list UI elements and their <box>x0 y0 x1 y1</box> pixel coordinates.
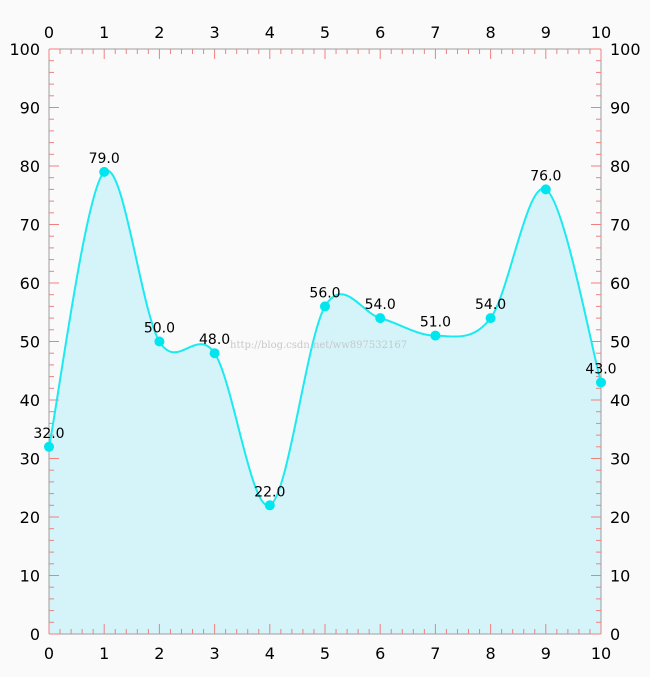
y-tick-label-left: 50 <box>20 333 40 352</box>
y-tick-label-right: 0 <box>610 625 620 644</box>
y-tick-label-right: 10 <box>610 567 630 586</box>
data-marks: 32.0 79.0 50.0 48.0 22.0 56.0 54.0 51.0 54.0 76.0… <box>33 151 617 511</box>
y-tick-label-left: 40 <box>20 391 40 410</box>
y-tick-label-right: 90 <box>610 99 630 118</box>
area-fill <box>49 170 601 635</box>
y-tick-label-left: 10 <box>20 567 40 586</box>
watermark-text: http://blog.csdn.net/ww897532167 <box>230 340 407 351</box>
y-tick-label-left: 80 <box>20 157 40 176</box>
data-label: 32.0 <box>33 426 64 442</box>
data-point <box>320 301 330 312</box>
data-label: 51.0 <box>420 315 451 331</box>
y-tick-label-left: 70 <box>20 216 40 235</box>
x-tick-label-top: 4 <box>265 23 275 42</box>
y-tick-label-right: 50 <box>610 333 630 352</box>
x-tick-label-bottom: 3 <box>210 644 220 663</box>
x-tick-label-bottom: 6 <box>375 644 385 663</box>
x-tick-label-bottom: 2 <box>154 644 164 663</box>
x-tick-label-top: 7 <box>430 23 440 42</box>
y-tick-label-right: 80 <box>610 157 630 176</box>
data-point <box>485 313 496 324</box>
y-tick-label-left: 60 <box>20 274 40 293</box>
y-tick-label-left: 100 <box>9 40 40 59</box>
data-point <box>44 441 54 452</box>
data-label: 48.0 <box>199 332 230 348</box>
x-tick-label-top: 9 <box>541 23 551 42</box>
x-tick-label-bottom: 9 <box>541 644 551 663</box>
y-tick-label-left: 20 <box>20 508 40 527</box>
x-tick-label-bottom: 7 <box>430 644 440 663</box>
data-label: 54.0 <box>475 297 506 313</box>
x-tick-label-top: 1 <box>99 23 109 42</box>
data-label: 56.0 <box>309 285 340 301</box>
data-point <box>375 313 386 324</box>
x-tick-label-bottom: 8 <box>486 644 496 663</box>
y-tick-label-right: 100 <box>610 40 641 59</box>
data-point <box>430 330 441 341</box>
data-label: 22.0 <box>254 484 285 500</box>
y-tick-label-left: 30 <box>20 450 40 469</box>
x-tick-label-bottom: 10 <box>591 644 611 663</box>
data-point <box>540 184 551 195</box>
series-line <box>48 169 602 507</box>
data-point <box>99 166 110 177</box>
x-tick-label-top: 5 <box>320 23 330 42</box>
y-tick-label-right: 40 <box>610 391 630 410</box>
x-tick-label-bottom: 4 <box>265 644 275 663</box>
x-tick-label-bottom: 0 <box>44 644 54 663</box>
data-label: 76.0 <box>530 168 561 184</box>
x-tick-label-bottom: 1 <box>99 644 109 663</box>
x-tick-label-top: 2 <box>154 23 164 42</box>
data-label: 54.0 <box>365 297 396 313</box>
data-label: 43.0 <box>585 361 616 377</box>
data-point <box>596 377 606 388</box>
y-tick-label-right: 70 <box>610 216 630 235</box>
x-tick-label-bottom: 5 <box>320 644 330 663</box>
x-tick-label-top: 6 <box>375 23 385 42</box>
y-tick-label-left: 90 <box>20 99 40 118</box>
data-point <box>209 348 220 359</box>
y-tick-label-right: 60 <box>610 274 630 293</box>
y-tick-label-right: 20 <box>610 508 630 527</box>
data-label: 50.0 <box>144 321 175 337</box>
x-tick-label-top: 10 <box>591 23 611 42</box>
data-label: 79.0 <box>89 151 120 167</box>
x-tick-label-top: 8 <box>486 23 496 42</box>
data-point <box>264 500 275 511</box>
y-tick-label-right: 30 <box>610 450 630 469</box>
x-tick-label-top: 3 <box>210 23 220 42</box>
data-point <box>154 336 165 347</box>
x-tick-label-top: 0 <box>44 23 54 42</box>
y-tick-label-left: 0 <box>30 625 40 644</box>
